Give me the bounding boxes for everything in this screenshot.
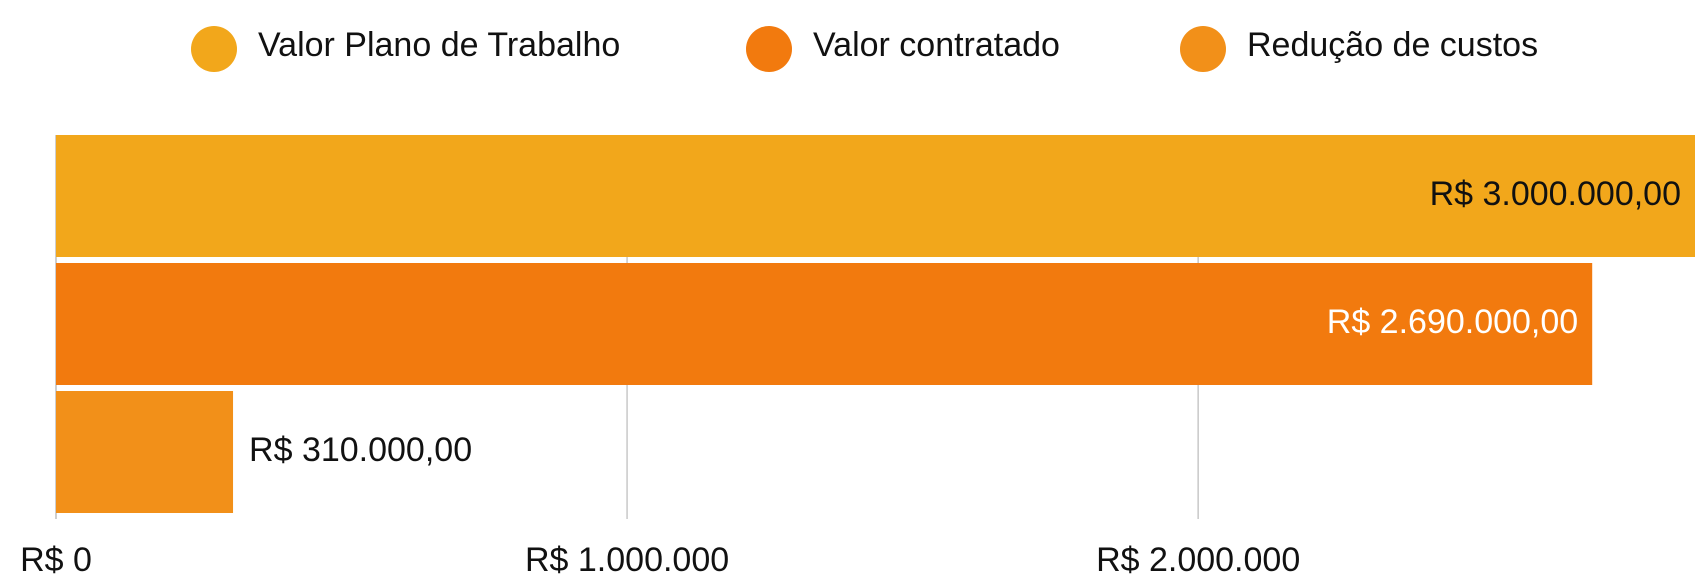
legend-swatch xyxy=(191,26,237,72)
bar xyxy=(56,391,234,513)
value-label: R$ 3.000.000,00 xyxy=(1430,175,1681,213)
legend-swatch xyxy=(746,26,792,72)
legend-label: Redução de custos xyxy=(1247,26,1538,64)
labels: R$ 0 R$ 1.000.000 R$ 2.000.000 Valor Plano … xyxy=(20,26,1681,579)
x-tick-label: R$ 1.000.000 xyxy=(525,541,729,579)
legend-label: Valor Plano de Trabalho xyxy=(258,26,620,64)
value-label: R$ 310.000,00 xyxy=(249,431,472,469)
legend-label: Valor contratado xyxy=(813,26,1060,64)
x-tick-label: R$ 2.000.000 xyxy=(1096,541,1300,579)
x-tick-label: R$ 0 xyxy=(20,541,92,579)
bar xyxy=(56,135,1695,257)
value-label: R$ 2.690.000,00 xyxy=(1327,303,1578,341)
bars xyxy=(56,135,1695,513)
bar xyxy=(56,263,1593,385)
legend-swatch xyxy=(1180,26,1226,72)
